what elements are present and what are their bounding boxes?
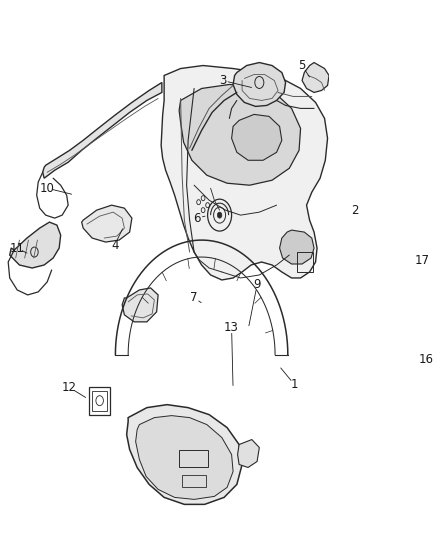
Text: 10: 10	[40, 182, 55, 195]
Circle shape	[217, 212, 222, 218]
Bar	[89, 386, 110, 415]
Polygon shape	[403, 328, 438, 390]
Polygon shape	[302, 62, 329, 92]
Text: 1: 1	[291, 378, 298, 391]
Text: 2: 2	[352, 204, 359, 216]
Text: 13: 13	[224, 321, 239, 334]
Polygon shape	[331, 170, 363, 203]
Text: 9: 9	[253, 278, 261, 292]
Polygon shape	[407, 336, 438, 384]
Bar	[297, 252, 313, 272]
Polygon shape	[42, 83, 162, 178]
Text: 5: 5	[298, 59, 306, 72]
Bar	[182, 475, 206, 487]
Polygon shape	[352, 173, 380, 204]
Polygon shape	[161, 66, 328, 280]
Bar	[179, 449, 208, 467]
Polygon shape	[233, 62, 286, 107]
Polygon shape	[136, 416, 233, 499]
Text: 11: 11	[10, 241, 25, 255]
Text: 12: 12	[62, 381, 77, 394]
Polygon shape	[279, 230, 314, 264]
Polygon shape	[127, 405, 242, 504]
Polygon shape	[237, 440, 259, 467]
Polygon shape	[81, 205, 132, 242]
Bar	[92, 391, 107, 410]
Polygon shape	[10, 222, 61, 268]
Text: 6: 6	[193, 212, 201, 224]
Polygon shape	[179, 84, 300, 185]
Text: 7: 7	[191, 292, 198, 304]
Text: 17: 17	[414, 254, 430, 266]
Polygon shape	[232, 115, 282, 160]
Text: 4: 4	[111, 239, 118, 252]
Polygon shape	[122, 288, 158, 322]
Text: 16: 16	[419, 353, 434, 366]
Polygon shape	[359, 250, 424, 280]
Text: 3: 3	[219, 74, 226, 87]
